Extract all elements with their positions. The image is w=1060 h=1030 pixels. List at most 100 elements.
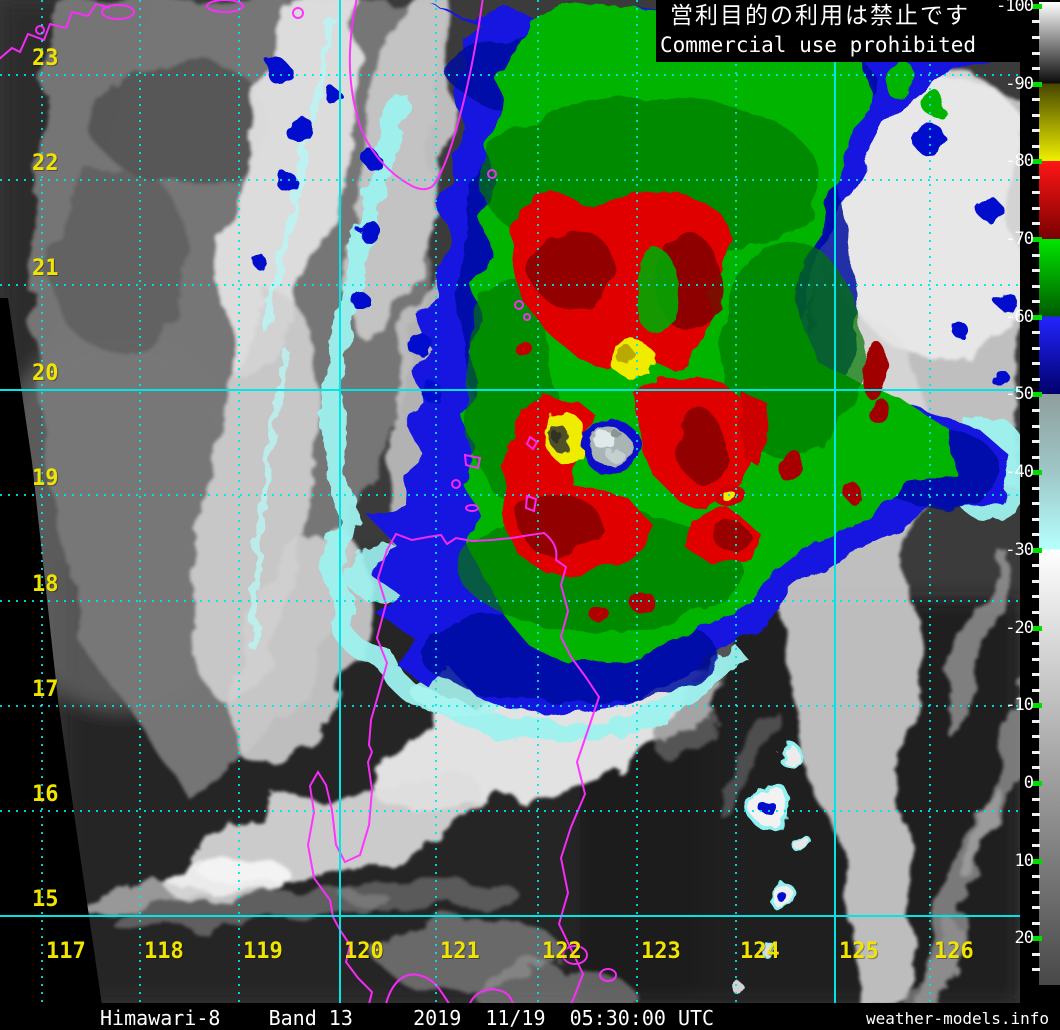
colorbar-label--20: -20 (1005, 617, 1034, 638)
image-caption: Himawari-8 Band 13 2019 11/19 05:30:00 U… (100, 1006, 715, 1030)
lat-label-21: 21 (32, 256, 59, 281)
lat-label-20: 20 (32, 361, 59, 386)
colorbar-minor-tick (1032, 595, 1040, 599)
lon-label-126: 126 (934, 939, 974, 964)
colorbar-minor-tick (1032, 486, 1040, 490)
lon-label-120: 120 (344, 939, 384, 964)
colorbar-minor-tick (1032, 51, 1040, 55)
colorbar-minor-tick (1032, 906, 1040, 910)
colorbar-minor-tick (1032, 206, 1040, 210)
colorbar-minor-tick (1032, 611, 1040, 614)
typhoon-eye (581, 420, 641, 474)
colorbar-minor-tick (1032, 688, 1040, 692)
enhancement-red (498, 188, 890, 623)
notice-japanese: 営利目的の利用は禁止です (670, 3, 970, 29)
colorbar-major-tick (1031, 858, 1042, 864)
lat-label-17: 17 (32, 677, 59, 702)
notice-english: Commercial use prohibited (660, 33, 977, 57)
colorbar-minor-tick (1032, 253, 1040, 257)
lat-label-18: 18 (32, 572, 59, 597)
colorbar-minor-tick (1032, 890, 1040, 894)
colorbar-minor-tick (1032, 331, 1040, 335)
china-coast (0, 2, 111, 60)
colorbar-label-20: 20 (1014, 928, 1035, 949)
lat-label-23: 23 (32, 46, 59, 71)
colorbar-minor-tick (1032, 362, 1040, 366)
colorbar-label--70: -70 (1005, 229, 1034, 249)
colorbar-minor-tick (1032, 424, 1040, 428)
colorbar-minor-tick (1032, 766, 1040, 770)
batanes-islands (514, 300, 524, 310)
taiwan-coast (348, 0, 484, 191)
colorbar-major-tick (1031, 237, 1042, 242)
colorbar-minor-tick (1032, 921, 1040, 925)
colorbar-minor-tick (1032, 269, 1040, 273)
colorbar-minor-tick (1032, 175, 1040, 179)
lat-label-15: 15 (32, 887, 59, 912)
colorbar-minor-tick (1032, 750, 1040, 754)
cold-blue-patches (253, 60, 1015, 402)
colorbar-major-tick (1031, 547, 1042, 553)
colorbar-minor-tick (1032, 113, 1040, 117)
colorbar-minor-tick (1032, 642, 1040, 646)
site-credit: weather-models.info (866, 1009, 1050, 1028)
colorbar-major-tick (1031, 314, 1042, 320)
colorbar-major-tick (1031, 3, 1042, 9)
colorbar-minor-tick (1032, 828, 1040, 832)
colorbar-minor-tick (1032, 144, 1040, 148)
colorbar-minor-tick (1032, 346, 1040, 350)
lat-label-16: 16 (32, 782, 59, 807)
colorbar-label--90: -90 (1005, 73, 1034, 94)
colorbar-minor-tick (1032, 440, 1040, 444)
colorbar-minor-tick (1032, 35, 1040, 39)
colorbar-minor-tick (1032, 533, 1040, 537)
polillo-islands (562, 945, 588, 965)
colorbar-label--30: -30 (1005, 539, 1034, 560)
manila-bay-coast (384, 973, 452, 1005)
scan-edge-wedge (0, 298, 102, 1005)
colorbar-major-tick (1031, 470, 1042, 476)
lon-label-118: 118 (144, 939, 184, 964)
penghu-island (292, 7, 304, 19)
colorbar-minor-tick (1032, 517, 1040, 521)
colorbar-minor-tick (1032, 408, 1040, 412)
colorbar-minor-tick (1032, 813, 1040, 817)
colorbar-label--80: -80 (1005, 151, 1034, 172)
colorbar-minor-tick (1032, 300, 1040, 304)
colorbar-label--40: -40 (1005, 462, 1034, 483)
babuyan-islands (463, 453, 482, 470)
luzon-coast (306, 531, 601, 1005)
colorbar-minor-tick (1032, 875, 1040, 879)
colorbar-label--10: -10 (1005, 695, 1034, 716)
colorbar-label-10: 10 (1014, 850, 1035, 871)
colorbar-minor-tick (1032, 735, 1040, 739)
colorbar-minor-tick (1032, 284, 1040, 288)
colorbar-minor-tick (1032, 20, 1040, 24)
colorbar-minor-tick (1032, 98, 1040, 102)
lon-label-124: 124 (740, 939, 780, 964)
colorbar-minor-tick (1032, 129, 1040, 133)
colorbar-minor-tick (1032, 222, 1040, 226)
colorbar-minor-tick (1032, 719, 1040, 723)
lon-label-123: 123 (641, 939, 681, 964)
colorbar-major-tick (1031, 703, 1042, 709)
colorbar-label--60: -60 (1005, 306, 1034, 327)
lon-label-122: 122 (542, 939, 582, 964)
enhancement-yellow (546, 340, 737, 503)
colorbar-minor-tick (1032, 657, 1040, 661)
colorbar-minor-tick (1032, 797, 1040, 801)
colorbar-major-tick (1031, 392, 1042, 398)
colorbar-label--50: -50 (1005, 384, 1034, 405)
colorbar-major-tick (1031, 159, 1042, 165)
coastlines (0, 0, 617, 1005)
colorbar-minor-tick (1032, 502, 1040, 506)
colorbar-minor-tick (1032, 952, 1040, 956)
colorbar-label-0: 0 (1023, 772, 1034, 793)
lat-label-19: 19 (32, 466, 59, 491)
temperature-colorbar (1039, 2, 1060, 985)
lon-label-121: 121 (440, 939, 480, 964)
graticule (0, 0, 1020, 1003)
lon-label-125: 125 (839, 939, 879, 964)
colorbar-minor-tick (1032, 564, 1040, 568)
